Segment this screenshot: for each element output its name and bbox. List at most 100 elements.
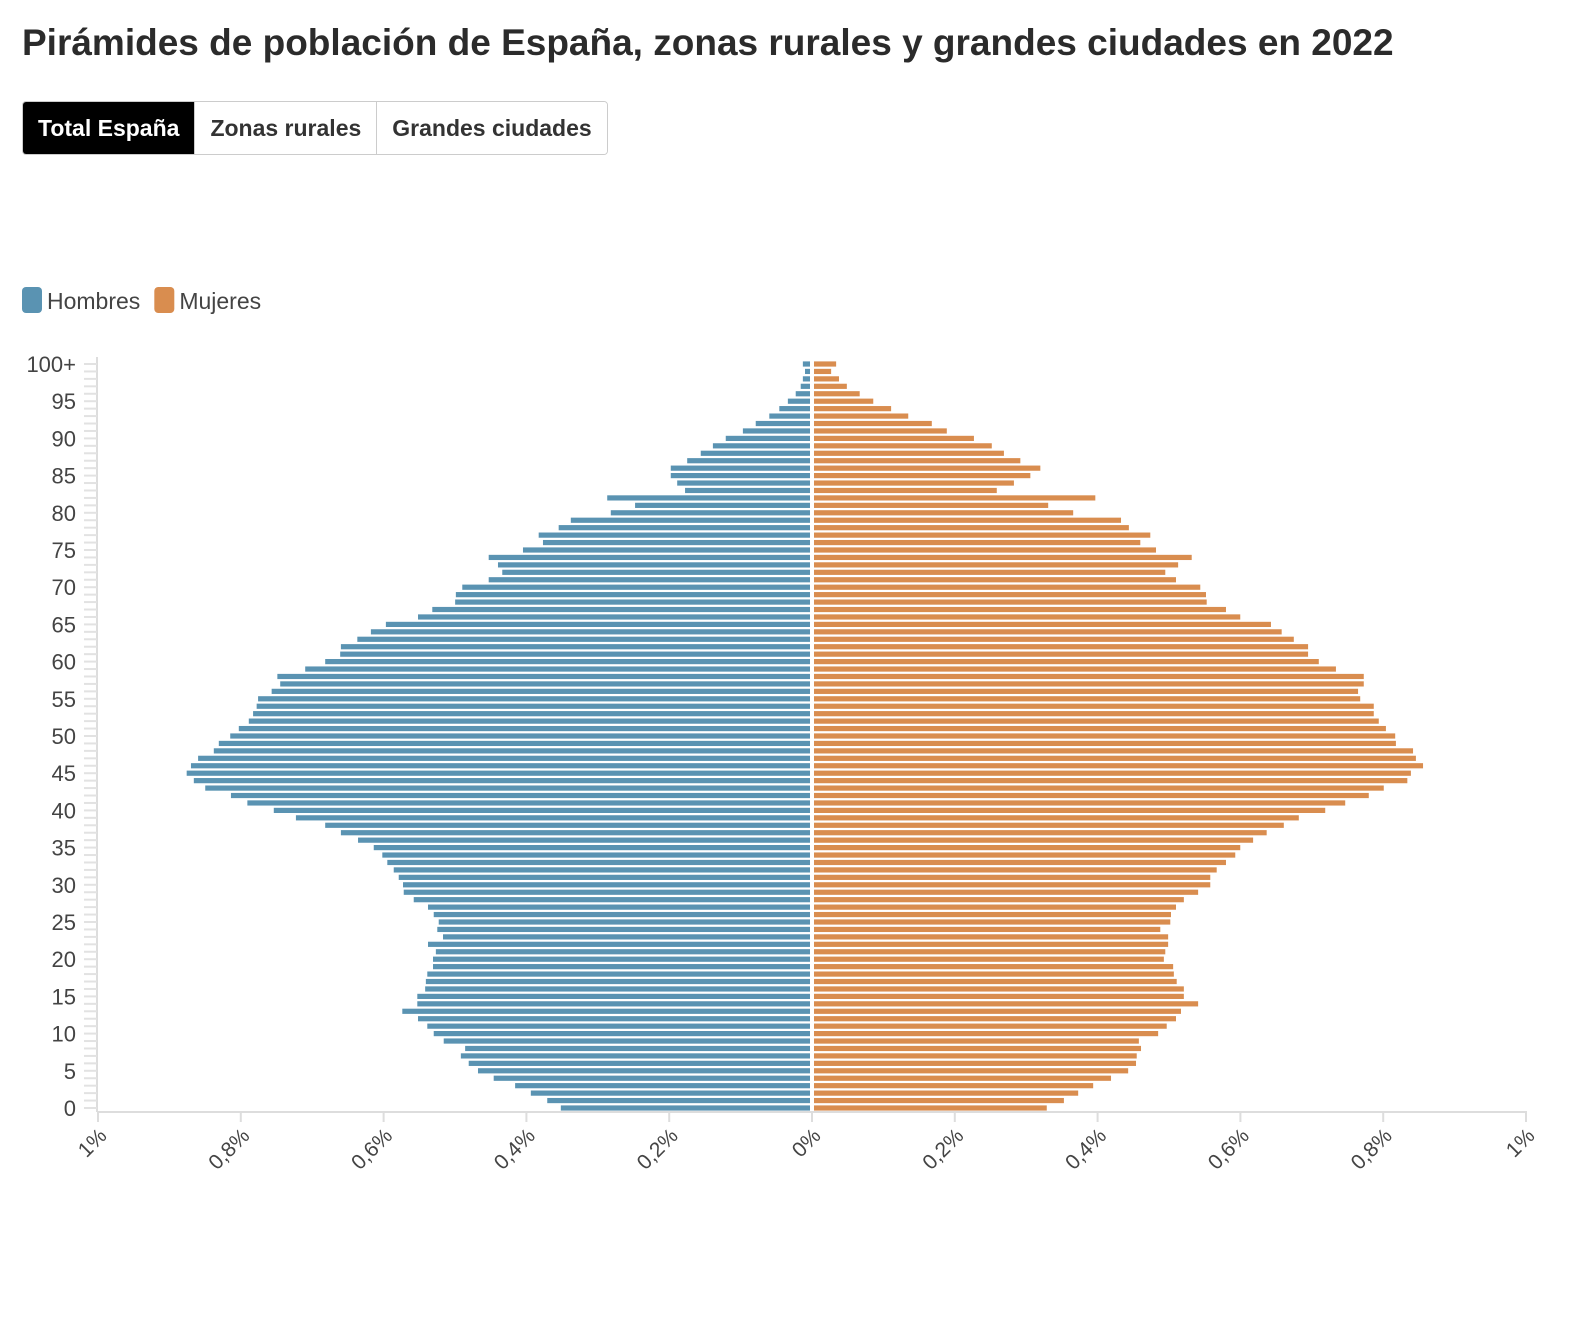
bar — [814, 577, 1176, 583]
bar — [340, 651, 810, 657]
x-tick-label: 1% — [74, 1124, 112, 1162]
bar — [385, 621, 810, 627]
bar — [393, 867, 810, 873]
bar — [538, 532, 810, 538]
bar — [814, 368, 832, 375]
tab[interactable]: Zonas rurales — [194, 102, 377, 154]
bar — [271, 688, 810, 694]
bar — [558, 525, 810, 531]
bar — [814, 1105, 1047, 1111]
bar — [814, 621, 1271, 627]
bar — [700, 450, 810, 456]
bar — [497, 562, 810, 568]
bar — [814, 919, 1171, 925]
bar — [186, 770, 811, 776]
y-tick-label: 45 — [52, 761, 76, 786]
y-tick-label: 85 — [52, 464, 76, 489]
bar — [800, 383, 810, 389]
bar — [814, 480, 1014, 486]
bar — [814, 852, 1236, 858]
bar — [814, 1008, 1181, 1014]
bar — [403, 882, 810, 888]
x-tick-label: 0,6% — [1204, 1124, 1254, 1174]
bar — [814, 725, 1386, 732]
y-tick-label: 60 — [52, 650, 76, 675]
y-tick-label: 30 — [52, 873, 76, 898]
bar — [814, 443, 992, 449]
legend-swatch — [22, 287, 42, 313]
bar — [795, 391, 810, 397]
bar — [814, 495, 1096, 501]
bar — [488, 554, 810, 561]
bar — [427, 1023, 810, 1029]
bar — [814, 584, 1201, 590]
tab-bar: Total España Zonas rurales Grandes ciuda… — [22, 101, 608, 155]
bar — [814, 874, 1211, 880]
bar — [779, 406, 810, 412]
bar — [814, 547, 1157, 553]
x-tick-label: 0,2% — [918, 1124, 968, 1174]
y-tick-label: 70 — [52, 575, 76, 600]
bar — [425, 978, 810, 985]
bar — [433, 911, 810, 918]
bar — [230, 792, 811, 799]
bar — [814, 420, 932, 427]
bar — [814, 882, 1211, 888]
bar — [418, 1016, 810, 1022]
tab[interactable]: Grandes ciudades — [376, 102, 607, 154]
bar — [635, 502, 810, 508]
bar — [814, 525, 1129, 531]
x-tick-label: 0,4% — [1061, 1124, 1111, 1174]
y-tick-label: 35 — [52, 836, 76, 861]
y-tick-label: 5 — [64, 1059, 76, 1084]
bar — [814, 845, 1241, 851]
bar — [814, 659, 1319, 665]
bar — [247, 800, 811, 806]
bar — [814, 1001, 1199, 1007]
bar — [218, 740, 811, 747]
bar — [814, 904, 1176, 910]
bar — [382, 852, 810, 858]
bar — [814, 1090, 1079, 1096]
bar — [814, 599, 1207, 605]
bar — [433, 1031, 810, 1037]
bar — [413, 897, 810, 903]
bar — [814, 673, 1364, 680]
bar — [230, 733, 810, 739]
bar — [198, 755, 811, 761]
bar — [814, 993, 1184, 999]
bar — [460, 1053, 810, 1059]
bar — [814, 666, 1336, 672]
bar — [213, 748, 810, 754]
bar — [814, 428, 947, 434]
bar — [814, 681, 1364, 687]
bar — [769, 413, 810, 419]
bar — [814, 1016, 1176, 1022]
bar — [814, 435, 974, 441]
bar — [256, 703, 810, 709]
bar — [417, 993, 810, 999]
bar — [814, 978, 1177, 985]
chart: Hombres Mujeres 0 5 10 15 20 25 30 35 40 45 50 55 60 65… — [22, 287, 1540, 1174]
bar — [814, 949, 1166, 955]
bar — [814, 465, 1041, 471]
bar — [465, 1045, 810, 1052]
bar — [437, 926, 810, 933]
bar — [295, 815, 810, 821]
bar — [515, 1083, 810, 1089]
bar — [802, 361, 810, 367]
bar — [814, 383, 847, 389]
bar — [428, 941, 810, 947]
bar — [438, 919, 810, 925]
x-tick-label: 0,2% — [633, 1124, 683, 1174]
tab[interactable]: Total España — [23, 102, 195, 154]
bar — [248, 718, 810, 724]
bar — [802, 376, 810, 382]
bar — [387, 859, 810, 866]
bar — [814, 941, 1169, 947]
bar — [814, 1097, 1064, 1104]
bar — [358, 837, 810, 843]
bar — [468, 1060, 810, 1066]
bar — [493, 1075, 810, 1081]
bar — [814, 986, 1184, 992]
